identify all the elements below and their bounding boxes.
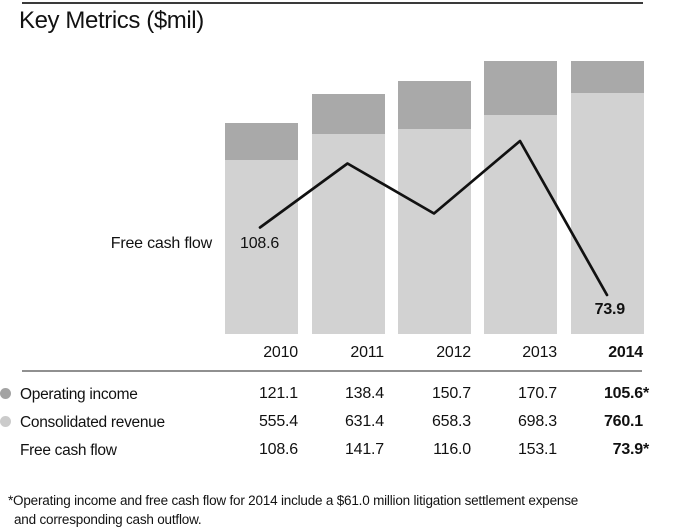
bar-2013-operating-income-segment — [484, 61, 557, 115]
bar-2011-revenue-segment — [312, 134, 385, 334]
table-divider — [22, 370, 642, 372]
asterisk: * — [643, 441, 650, 458]
free-cash-flow-2011: 141.7 — [344, 441, 384, 458]
title-rule — [22, 2, 643, 4]
operating-income-2010: 121.1 — [258, 385, 298, 402]
free-cash-flow-2014: 73.9 * — [612, 441, 650, 458]
row-label-operating-income: Operating income — [20, 386, 138, 403]
x-axis-label-2012: 2012 — [436, 344, 471, 361]
free-cash-flow-2013: 153.1 — [517, 441, 557, 458]
operating-income-2011: 138.4 — [344, 385, 384, 402]
consolidated-revenue-2011: 631.4 — [344, 413, 384, 430]
bar-2013-revenue-segment — [484, 115, 557, 334]
x-axis-label-2011: 2011 — [350, 344, 384, 361]
line-end-value-label: 73.9 — [594, 301, 626, 318]
operating-income-2014: 105.6 * — [603, 385, 650, 402]
consolidated-revenue-2010: 555.4 — [258, 413, 298, 430]
row-label-consolidated-revenue: Consolidated revenue — [20, 414, 165, 431]
footnote-line1: *Operating income and free cash flow for… — [8, 493, 579, 508]
consolidated-revenue-2014: 760.1 — [603, 413, 643, 430]
line-series-label: Free cash flow — [110, 235, 212, 252]
bar-2011-operating-income-segment — [312, 94, 385, 134]
bar-2014-revenue-segment — [571, 93, 644, 334]
bar-2010-operating-income-segment — [225, 123, 298, 160]
operating-income-legend-dot — [0, 388, 11, 399]
x-axis-label-2013: 2013 — [522, 344, 557, 361]
bar-2014-operating-income-segment — [571, 61, 644, 93]
consolidated-revenue-legend-dot — [0, 416, 11, 427]
operating-income-2013: 170.7 — [517, 385, 557, 402]
free-cash-flow-2010: 108.6 — [258, 441, 298, 458]
page-title: Key Metrics ($mil) — [19, 7, 204, 34]
free-cash-flow-2012: 116.0 — [433, 441, 471, 458]
bar-2012-operating-income-segment — [398, 81, 471, 129]
bar-2012-revenue-segment — [398, 129, 471, 334]
x-axis-label-2010: 2010 — [263, 344, 298, 361]
x-axis-label-2014: 2014 — [608, 344, 643, 361]
line-start-value-label: 108.6 — [240, 235, 280, 252]
consolidated-revenue-2012: 658.3 — [431, 413, 471, 430]
operating-income-2012: 150.7 — [431, 385, 471, 402]
footnote-line2: and corresponding cash outflow. — [14, 512, 202, 527]
row-label-free-cash-flow: Free cash flow — [20, 442, 117, 459]
consolidated-revenue-2013: 698.3 — [517, 413, 557, 430]
asterisk: * — [643, 385, 650, 402]
